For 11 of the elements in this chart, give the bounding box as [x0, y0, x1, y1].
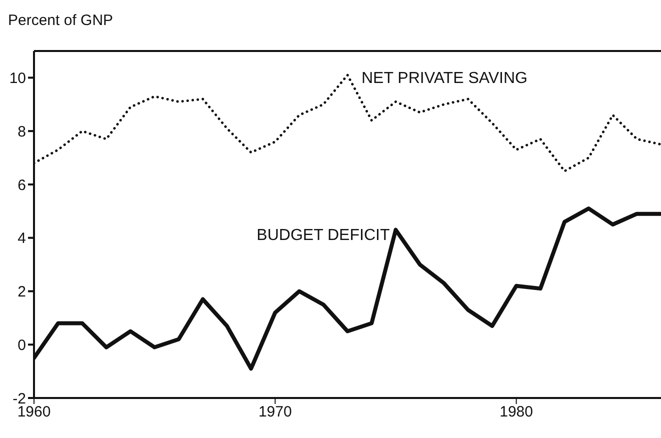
y-tick-label: 0: [18, 336, 26, 354]
y-tick-label: 8: [18, 123, 26, 140]
series-label: BUDGET DEFICIT: [256, 226, 390, 244]
x-tick-label: 1970: [258, 404, 292, 421]
y-tick-label: 4: [18, 230, 26, 248]
x-tick-label: 1980: [500, 404, 533, 421]
y-tick-label: 6: [18, 176, 26, 194]
series-label: NET PRIVATE SAVING: [362, 70, 528, 88]
y-tick-label: 10: [9, 70, 26, 88]
y-axis-title: Percent of GNP: [8, 12, 114, 29]
y-tick-label: 2: [18, 284, 26, 301]
